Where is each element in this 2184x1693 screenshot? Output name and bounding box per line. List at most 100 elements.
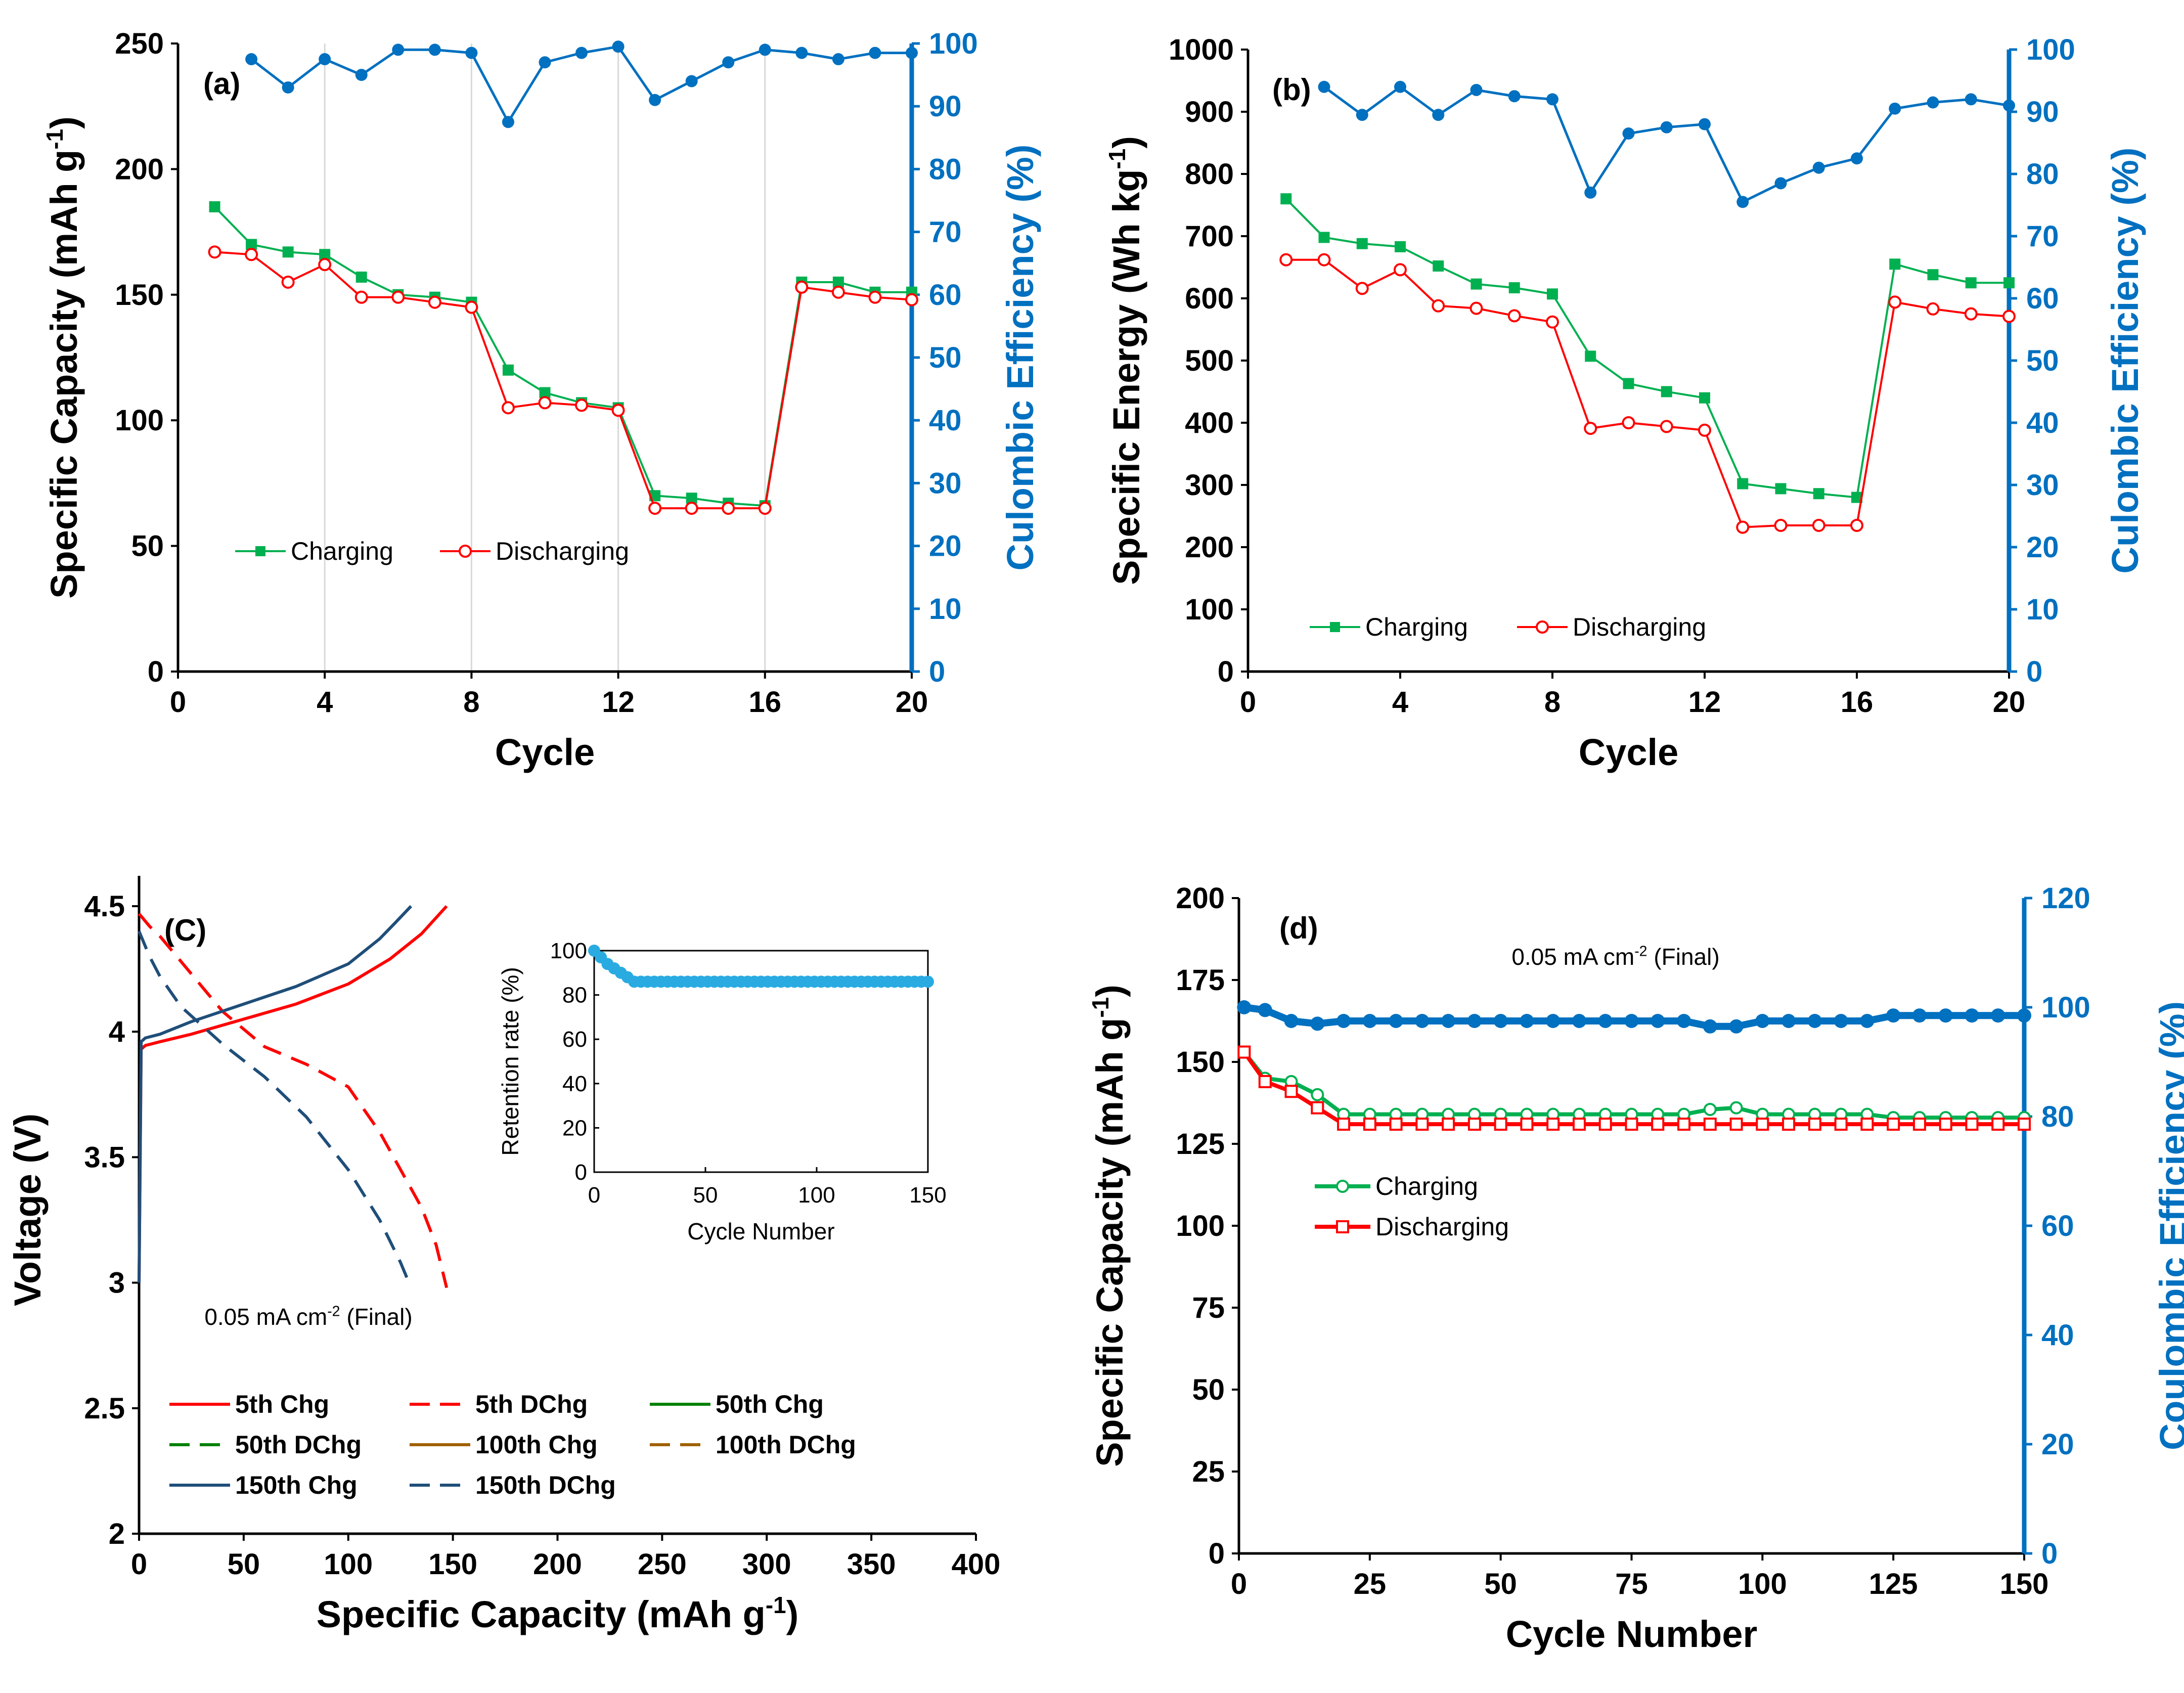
panel-c: 0 50 100 150 200 250 300 350 40022.533.544.5Spec… xyxy=(7,876,1000,1635)
y-axis-title-sup: -1 xyxy=(41,129,68,150)
ce-point xyxy=(1432,109,1445,121)
ce-point xyxy=(1812,161,1825,174)
charging-point xyxy=(539,387,551,398)
legend-label: 50th Chg xyxy=(716,1390,824,1418)
ce-point xyxy=(1336,1014,1351,1028)
y-axis-title-close: ) xyxy=(43,116,85,129)
y2-tick-label: 30 xyxy=(929,467,962,500)
y-tick-label: 200 xyxy=(1176,882,1225,915)
y2-tick-label: 90 xyxy=(2026,96,2059,128)
y-tick-label: 125 xyxy=(1176,1128,1225,1161)
ce-point xyxy=(685,75,698,87)
inset-y-tick-label: 100 xyxy=(550,939,587,963)
ce-point xyxy=(1394,80,1406,93)
x-tick-label: 8 xyxy=(1544,686,1561,719)
panel-label: (a) xyxy=(203,67,240,101)
ce-point xyxy=(759,43,771,56)
discharging-point xyxy=(391,290,405,304)
panel-a: 0 4 8 12 16 200501001502002500102030405060708… xyxy=(41,27,1041,773)
discharging-point xyxy=(1939,1118,1952,1131)
ce-point xyxy=(539,56,551,69)
charging-point xyxy=(832,276,844,288)
x-axis-title: Cycle xyxy=(1579,731,1678,773)
y2-tick-label: 80 xyxy=(2026,158,2059,191)
series-line xyxy=(1242,1051,2024,1120)
y2-tick-label: 10 xyxy=(929,593,962,626)
y2-tick-label: 50 xyxy=(929,341,962,374)
y2-tick-label: 0 xyxy=(2026,655,2042,688)
y-tick-label: 25 xyxy=(1192,1455,1225,1488)
ce-point xyxy=(1624,1014,1639,1028)
discharging-point xyxy=(1469,301,1483,315)
ce-point xyxy=(906,47,918,59)
x-tick-label: 75 xyxy=(1615,1568,1648,1600)
x-axis-title: Cycle Number xyxy=(1506,1613,1758,1655)
curve-150th-chg xyxy=(138,905,413,1283)
ce-point xyxy=(1886,1008,1901,1023)
discharging-point xyxy=(1834,1118,1848,1131)
ce-point xyxy=(649,94,661,106)
charging-point xyxy=(1356,238,1368,249)
charging-point xyxy=(1775,483,1787,495)
y-tick-label: 100 xyxy=(1176,1210,1225,1242)
discharging-point xyxy=(611,404,625,417)
legend-marker xyxy=(459,545,472,558)
inset-y-title: Retention rate (%) xyxy=(497,967,523,1155)
discharging-point xyxy=(575,398,589,412)
discharging-point xyxy=(1703,1118,1717,1131)
y-tick-label: 400 xyxy=(1185,407,1234,439)
discharging-point xyxy=(1912,1118,1926,1131)
discharging-point xyxy=(428,295,441,309)
y-axis-title-close: ) xyxy=(1089,985,1131,997)
charging-point xyxy=(1280,193,1292,205)
ce-point xyxy=(428,43,441,56)
y-axis-title-sup: -1 xyxy=(1104,149,1130,169)
discharging-point xyxy=(501,401,515,415)
y-tick-label: 0 xyxy=(148,655,164,688)
discharging-point xyxy=(1432,299,1445,313)
y-tick-label: 150 xyxy=(115,279,164,311)
discharging-point xyxy=(685,502,698,515)
discharging-point xyxy=(1782,1118,1796,1131)
x-tick-label: 250 xyxy=(638,1548,687,1581)
discharging-point xyxy=(245,248,258,261)
ce-point xyxy=(1965,1008,1979,1023)
ce-point xyxy=(1677,1014,1691,1028)
y2-tick-label: 90 xyxy=(929,90,962,123)
discharging-point xyxy=(1317,253,1331,266)
y-tick-label: 50 xyxy=(1192,1373,1225,1406)
series-charging xyxy=(1237,1045,2031,1125)
inset-x-tick-label: 150 xyxy=(909,1183,946,1208)
discharging-point xyxy=(1284,1085,1298,1098)
discharging-point xyxy=(1964,307,1978,321)
discharging-point xyxy=(1546,315,1559,329)
y2-tick-label: 30 xyxy=(2026,469,2059,502)
x-tick-label: 400 xyxy=(952,1548,1001,1581)
y-axis-title-sup: -1 xyxy=(1087,997,1113,1018)
discharging-point xyxy=(538,396,552,410)
charging-point xyxy=(1699,392,1710,404)
series-discharging xyxy=(208,245,918,515)
legend-marker xyxy=(1536,620,1549,634)
y-tick-label: 100 xyxy=(115,404,164,437)
series-coulombic-efficiency xyxy=(245,40,918,128)
ce-point xyxy=(1965,93,1977,106)
ce-point xyxy=(1284,1014,1299,1028)
y-tick-label: 200 xyxy=(115,153,164,186)
inset-y-tick-label: 40 xyxy=(562,1072,587,1096)
series-charging xyxy=(209,201,917,512)
discharging-point xyxy=(1572,1118,1586,1131)
y2-tick-label: 0 xyxy=(2041,1537,2058,1570)
legend-label: 100th DChg xyxy=(716,1431,856,1459)
discharging-point xyxy=(1887,1118,1900,1131)
y-tick-label: 0 xyxy=(1218,655,1234,688)
panel-label: (d) xyxy=(1279,911,1318,945)
panel-label: (C) xyxy=(164,913,206,947)
charging-point xyxy=(1813,488,1824,500)
discharging-point xyxy=(1394,263,1407,277)
discharging-point xyxy=(1507,309,1521,323)
ce-point xyxy=(1927,96,1939,109)
y-tick-label: 1000 xyxy=(1169,33,1234,66)
discharging-point xyxy=(1660,420,1673,433)
x-tick-label: 16 xyxy=(749,686,782,719)
